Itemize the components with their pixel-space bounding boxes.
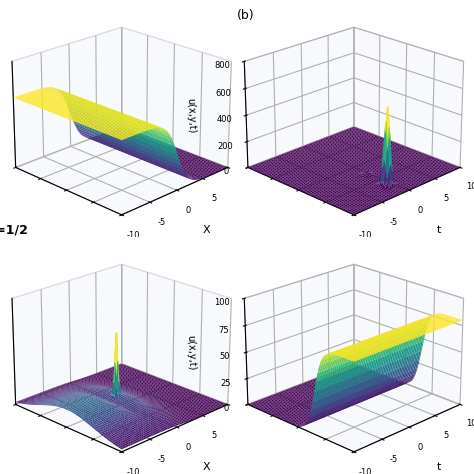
Text: (b): (b)	[237, 9, 255, 22]
Text: y=1/2: y=1/2	[0, 224, 29, 237]
X-axis label: X: X	[202, 225, 210, 235]
X-axis label: X: X	[202, 462, 210, 472]
X-axis label: t: t	[437, 462, 441, 472]
X-axis label: t: t	[437, 225, 441, 235]
